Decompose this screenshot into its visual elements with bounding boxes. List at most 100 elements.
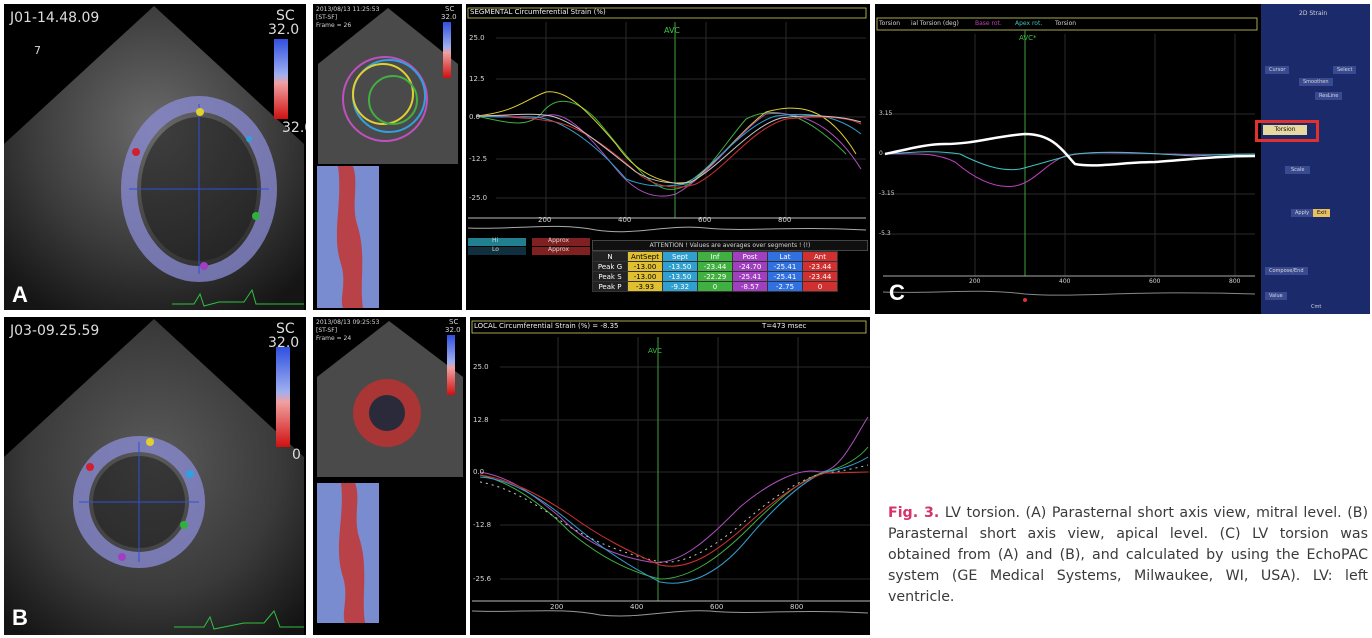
attention-cell: 0 <box>803 282 838 292</box>
attention-cell: -9.32 <box>663 282 698 292</box>
x-tick-a-4: 800 <box>778 216 791 224</box>
sub-date-a: 2013/08/13 11:25:53 <box>316 6 379 13</box>
avc-label-c: AVC* <box>1019 34 1037 42</box>
torsion-header-torsion: Torsion <box>1055 20 1076 27</box>
x-tick-b-1: 200 <box>550 603 563 611</box>
attention-cell: -3.93 <box>628 282 663 292</box>
legend-value-hi: Approx <box>548 237 569 244</box>
time-label-b: T=473 msec <box>762 322 806 330</box>
attention-row: Peak P -3.93 -9.32 0 -8.57 -2.75 0 <box>593 282 838 292</box>
attention-cell: -13.50 <box>663 262 698 272</box>
sub-scale-label-b: SC <box>449 318 458 326</box>
scale-top-a: 32.0 <box>268 22 299 38</box>
y-tick-b-4: -12.8 <box>473 521 491 529</box>
attention-table: ATTENTION ! Values are averages over seg… <box>592 240 868 292</box>
torsion-header-base: Base rot. <box>975 20 1002 27</box>
sub-date-b: 2013/08/13 09:25:53 <box>316 319 379 326</box>
sidebar-title: 2D Strain <box>1299 10 1327 17</box>
x-tick-c-1: 200 <box>969 278 980 285</box>
y-tick-c-1: 3.15 <box>879 110 892 117</box>
panel-c-torsion: Torsion ial Torsion (deg) Base rot. Apex… <box>875 4 1370 314</box>
legend-label-hi: Hi <box>492 237 498 244</box>
sidebar-button-smoothen[interactable]: Smoothen <box>1299 78 1333 86</box>
panel-b-echo: J03-09.25.59 SC 32.0 0 B <box>4 317 306 635</box>
legend-label-lo: Lo <box>492 246 499 253</box>
attention-cell: -25.41 <box>733 272 768 282</box>
x-tick-b-3: 600 <box>710 603 723 611</box>
attention-row-label: Peak G <box>593 262 628 272</box>
sub-scale-top-a: 32.0 <box>441 13 457 21</box>
scale-top-b: 32.0 <box>268 335 299 351</box>
y-tick-c-4: -5.3 <box>879 230 891 237</box>
sidebar-button-exit[interactable]: Exit <box>1313 209 1330 217</box>
attention-cell: -23.44 <box>803 272 838 282</box>
attention-row-label: Peak S <box>593 272 628 282</box>
attention-col: AntSept <box>628 252 663 262</box>
sidebar-button-value[interactable]: Value <box>1265 292 1287 300</box>
figure-caption: Fig. 3. LV torsion. (A) Parasternal shor… <box>888 503 1368 608</box>
caption-text: LV torsion. (A) Parasternal short axis v… <box>888 505 1368 605</box>
timestamp-b: J03-09.25.59 <box>10 323 99 339</box>
attention-cell: -2.75 <box>768 282 803 292</box>
x-tick-a-1: 200 <box>538 216 551 224</box>
y-tick-b-1: 25.0 <box>473 363 489 371</box>
attention-header: ATTENTION ! Values are averages over seg… <box>592 240 868 251</box>
x-tick-c-3: 600 <box>1149 278 1160 285</box>
echo-image-b <box>4 317 306 635</box>
panel-letter-b: B <box>12 605 28 631</box>
attention-row: Peak G -13.00 -13.50 -23.44 -24.70 -25.4… <box>593 262 838 272</box>
caption-lead: Fig. 3. <box>888 505 939 521</box>
attention-cell: 0 <box>698 282 733 292</box>
timestamp-a: J01-14.48.09 <box>10 10 99 26</box>
attention-col: Ant <box>803 252 838 262</box>
attention-row-label: Peak P <box>593 282 628 292</box>
y-tick-a-2: 12.5 <box>469 75 485 83</box>
sub-tag-a: [ST-SF] <box>316 14 337 21</box>
sub-tag-b: [ST-SF] <box>316 327 337 334</box>
x-tick-c-2: 400 <box>1059 278 1070 285</box>
y-tick-b-3: 0.0 <box>473 468 484 476</box>
sub-scale-label-a: SC <box>445 5 454 13</box>
sub-frame-a: Frame = 26 <box>316 22 351 29</box>
y-tick-a-3: 0.0 <box>469 113 480 121</box>
panel-a-thumbnail: 2013/08/13 11:25:53 [ST-SF] Frame = 26 S… <box>313 4 462 310</box>
panel-a-graph: SEGMENTAL Circumferential Strain (%) AVC… <box>466 4 870 310</box>
attention-col: Inf <box>698 252 733 262</box>
side-number-a: 7 <box>34 44 41 57</box>
panel-letter-a: A <box>12 282 28 308</box>
thumbnail-image-a <box>313 4 462 310</box>
sidebar-button-cursor[interactable]: Cursor <box>1265 66 1289 74</box>
torsion-header-2: ial Torsion (deg) <box>911 20 959 27</box>
attention-col: Post <box>733 252 768 262</box>
y-tick-b-5: -25.6 <box>473 575 491 583</box>
y-tick-c-2: 0 <box>879 150 883 157</box>
sidebar-button-cmt[interactable]: Cmt <box>1311 304 1321 310</box>
sidebar-button-apply[interactable]: Apply <box>1291 209 1313 217</box>
strain-graph-b <box>470 317 870 635</box>
attention-col: Sept <box>663 252 698 262</box>
y-tick-a-1: 25.0 <box>469 34 485 42</box>
attention-row: Peak S -13.00 -13.50 -22.29 -25.41 -25.4… <box>593 272 838 282</box>
attention-header-row: N AntSept Sept Inf Post Lat Ant <box>593 252 838 262</box>
sidebar-button-resline[interactable]: ResLine <box>1315 92 1342 100</box>
torsion-header-apex: Apex rot. <box>1015 20 1042 27</box>
attention-cell: -13.50 <box>663 272 698 282</box>
attention-cell: -23.44 <box>698 262 733 272</box>
attention-cell: -25.41 <box>768 262 803 272</box>
avc-label-a: AVC <box>664 26 680 35</box>
sidebar-button-torsion[interactable]: Torsion <box>1263 125 1307 135</box>
attention-cell: -22.29 <box>698 272 733 282</box>
attention-col-label: N <box>593 252 628 262</box>
x-tick-a-2: 400 <box>618 216 631 224</box>
scale-bottom-a: 32.0 <box>282 120 306 136</box>
y-tick-a-4: -12.5 <box>469 155 487 163</box>
sidebar-button-compose[interactable]: Compose/End <box>1265 267 1308 275</box>
sidebar-button-scale[interactable]: Scale <box>1285 166 1310 174</box>
attention-col: Lat <box>768 252 803 262</box>
panel-b-thumbnail: 2013/08/13 09:25:53 [ST-SF] Frame = 24 S… <box>313 317 466 635</box>
attention-cell: -24.70 <box>733 262 768 272</box>
attention-cell: -8.57 <box>733 282 768 292</box>
y-tick-a-5: -25.0 <box>469 194 487 202</box>
sidebar-button-select[interactable]: Select <box>1333 66 1356 74</box>
panel-a-echo: J01-14.48.09 SC 32.0 32.0 7 A <box>4 4 306 310</box>
